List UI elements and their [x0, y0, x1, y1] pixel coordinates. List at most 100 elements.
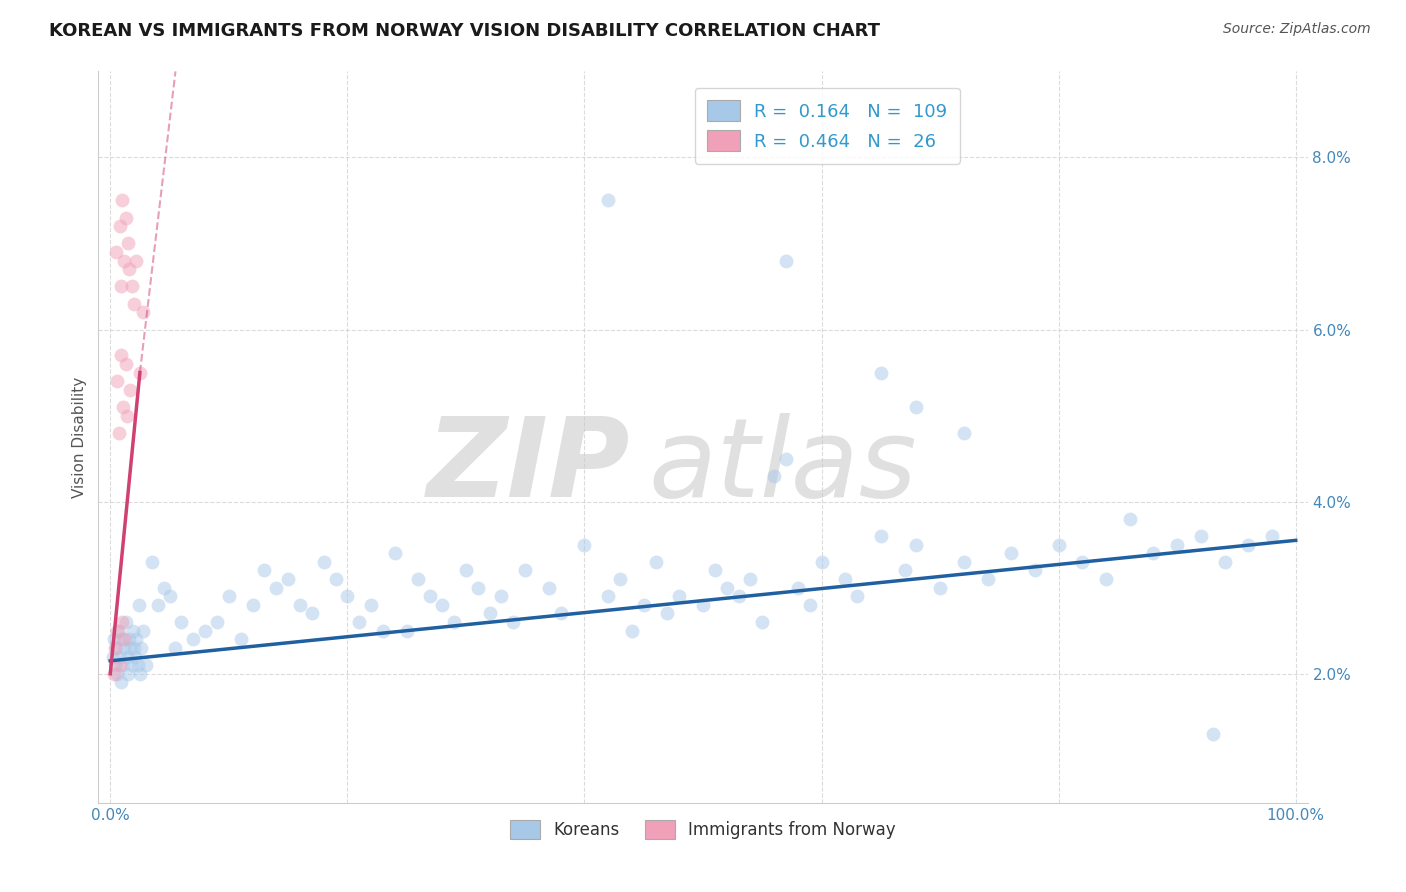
- Point: [419, 589, 441, 603]
- Point: [1142, 546, 1164, 560]
- Point: [118, 632, 141, 647]
- Point: [952, 555, 974, 569]
- Point: [644, 555, 666, 569]
- Point: [312, 555, 335, 569]
- Point: [122, 640, 145, 655]
- Point: [120, 383, 142, 397]
- Point: [125, 253, 148, 268]
- Point: [786, 581, 808, 595]
- Point: [104, 640, 127, 655]
- Point: [264, 581, 287, 595]
- Point: [107, 624, 129, 638]
- Point: [111, 632, 134, 647]
- Point: [253, 564, 276, 578]
- Point: [170, 615, 193, 629]
- Point: [124, 649, 146, 664]
- Point: [360, 598, 382, 612]
- Point: [135, 658, 157, 673]
- Point: [103, 632, 125, 647]
- Point: [740, 572, 762, 586]
- Point: [834, 572, 856, 586]
- Point: [181, 632, 204, 647]
- Point: [609, 572, 631, 586]
- Text: ZIP: ZIP: [427, 413, 630, 520]
- Point: [121, 279, 143, 293]
- Point: [122, 296, 145, 310]
- Text: atlas: atlas: [648, 413, 917, 520]
- Point: [117, 666, 139, 681]
- Point: [799, 598, 821, 612]
- Point: [1024, 564, 1046, 578]
- Point: [288, 598, 311, 612]
- Point: [810, 555, 832, 569]
- Point: [105, 245, 128, 260]
- Point: [869, 529, 891, 543]
- Point: [146, 598, 169, 612]
- Point: [194, 624, 217, 638]
- Point: [115, 649, 138, 664]
- Point: [657, 607, 679, 621]
- Point: [1189, 529, 1212, 543]
- Point: [1237, 538, 1260, 552]
- Point: [114, 632, 136, 647]
- Point: [893, 564, 915, 578]
- Point: [775, 451, 797, 466]
- Point: [952, 425, 974, 440]
- Point: [301, 607, 323, 621]
- Point: [491, 589, 513, 603]
- Point: [775, 253, 797, 268]
- Point: [121, 658, 143, 673]
- Point: [1000, 546, 1022, 560]
- Point: [1119, 512, 1142, 526]
- Point: [152, 581, 174, 595]
- Point: [692, 598, 714, 612]
- Point: [454, 564, 477, 578]
- Point: [598, 194, 620, 208]
- Point: [1071, 555, 1094, 569]
- Point: [118, 262, 141, 277]
- Point: [120, 640, 142, 655]
- Point: [443, 615, 465, 629]
- Point: [537, 581, 560, 595]
- Point: [716, 581, 738, 595]
- Point: [1261, 529, 1284, 543]
- Point: [395, 624, 418, 638]
- Point: [114, 253, 136, 268]
- Point: [129, 366, 152, 380]
- Point: [347, 615, 370, 629]
- Point: [104, 658, 127, 673]
- Point: [111, 615, 134, 629]
- Point: [108, 649, 131, 664]
- Point: [242, 598, 264, 612]
- Y-axis label: Vision Disability: Vision Disability: [72, 376, 87, 498]
- Text: Source: ZipAtlas.com: Source: ZipAtlas.com: [1223, 22, 1371, 37]
- Point: [107, 425, 129, 440]
- Point: [111, 194, 134, 208]
- Point: [1166, 538, 1188, 552]
- Legend: Koreans, Immigrants from Norway: Koreans, Immigrants from Norway: [503, 814, 903, 846]
- Point: [115, 409, 138, 423]
- Point: [205, 615, 228, 629]
- Point: [112, 400, 135, 414]
- Point: [101, 649, 124, 664]
- Point: [515, 564, 537, 578]
- Point: [141, 555, 163, 569]
- Point: [620, 624, 643, 638]
- Point: [1213, 555, 1236, 569]
- Point: [727, 589, 749, 603]
- Point: [229, 632, 252, 647]
- Point: [117, 236, 139, 251]
- Point: [114, 211, 136, 225]
- Point: [1202, 727, 1225, 741]
- Point: [869, 366, 891, 380]
- Point: [598, 589, 620, 603]
- Point: [105, 666, 128, 681]
- Point: [105, 624, 128, 638]
- Point: [103, 666, 125, 681]
- Point: [633, 598, 655, 612]
- Point: [128, 598, 150, 612]
- Point: [125, 632, 148, 647]
- Point: [110, 348, 132, 362]
- Text: KOREAN VS IMMIGRANTS FROM NORWAY VISION DISABILITY CORRELATION CHART: KOREAN VS IMMIGRANTS FROM NORWAY VISION …: [49, 22, 880, 40]
- Point: [132, 624, 155, 638]
